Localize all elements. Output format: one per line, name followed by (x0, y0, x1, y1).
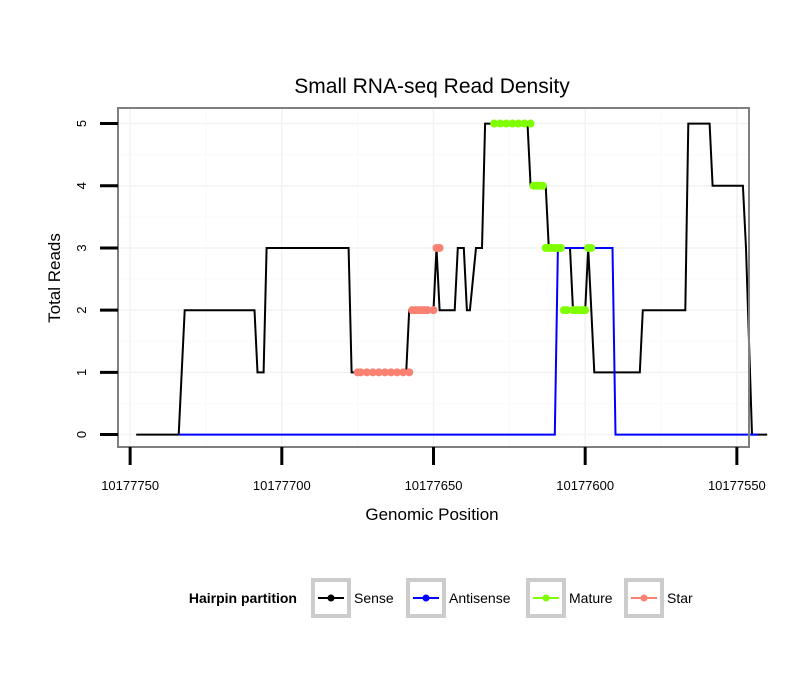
x-tick-label: 10177700 (253, 478, 311, 493)
data-point-mature (520, 119, 529, 128)
data-point-star (435, 243, 444, 252)
legend-entries: Sense Antisense Mature Star (311, 578, 693, 618)
x-tick-label: 10177550 (708, 478, 766, 493)
y-axis-label: Total Reads (45, 233, 64, 323)
data-point-mature (508, 119, 517, 128)
y-tick-label: 5 (74, 120, 89, 127)
data-point-mature (490, 119, 499, 128)
x-tick-label: 10177750 (101, 478, 159, 493)
data-point-mature (562, 306, 571, 315)
data-point-star (393, 368, 402, 377)
legend-dot-sense (327, 594, 335, 602)
data-point-star (399, 368, 408, 377)
legend-dot-mature (542, 594, 550, 602)
data-point-mature (581, 306, 590, 315)
chart-title: Small RNA-seq Read Density (294, 75, 570, 98)
y-tick-label: 0 (74, 431, 89, 438)
legend-label-sense: Sense (354, 590, 394, 606)
data-point-star (374, 368, 383, 377)
x-tick-label: 10177600 (556, 478, 614, 493)
data-point-mature (526, 119, 535, 128)
data-point-star (429, 306, 438, 315)
legend-label-antisense: Antisense (449, 590, 511, 606)
legend-dot-star (640, 594, 648, 602)
data-point-mature (556, 243, 565, 252)
data-point-star (368, 368, 377, 377)
data-point-mature (514, 119, 523, 128)
data-point-mature (496, 119, 505, 128)
y-axis: 0 1 2 3 4 5 (74, 120, 118, 438)
y-tick-label: 3 (74, 244, 89, 251)
data-point-mature (502, 119, 511, 128)
y-tick-label: 2 (74, 307, 89, 314)
legend-title: Hairpin partition (189, 590, 297, 606)
legend-label-star: Star (667, 590, 693, 606)
data-point-star (356, 368, 365, 377)
data-point-mature (587, 243, 596, 252)
legend-label-mature: Mature (569, 590, 613, 606)
x-tick-label: 10177650 (405, 478, 463, 493)
data-point-star (380, 368, 389, 377)
data-point-star (362, 368, 371, 377)
y-tick-label: 1 (74, 369, 89, 376)
data-point-mature (538, 181, 547, 190)
series-points (353, 119, 596, 377)
data-point-star (405, 368, 414, 377)
x-axis: 10177750 10177700 10177650 10177600 10177550 (101, 447, 766, 493)
x-axis-label: Genomic Position (365, 505, 498, 524)
data-point-star (423, 306, 432, 315)
legend: Hairpin partition Sense Antisense Mature St… (189, 578, 693, 618)
legend-dot-antisense (422, 594, 430, 602)
y-tick-label: 4 (74, 182, 89, 189)
grid-lines (118, 108, 749, 447)
data-point-star (387, 368, 396, 377)
